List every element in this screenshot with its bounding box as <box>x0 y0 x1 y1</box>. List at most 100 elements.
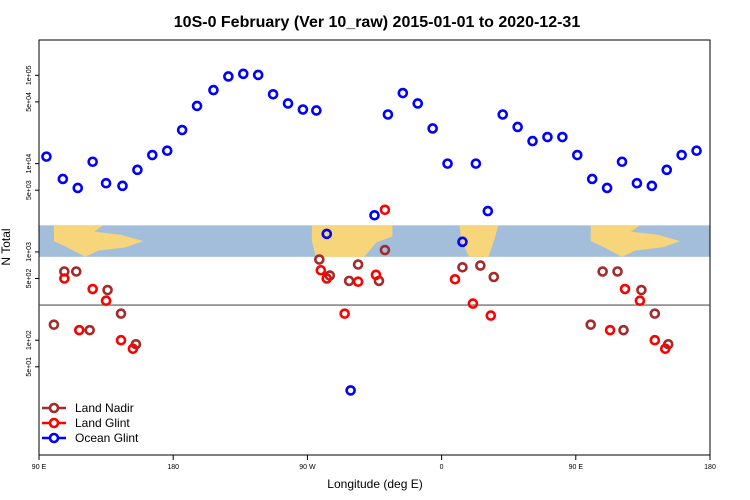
legend-label: Ocean Glint <box>75 431 139 445</box>
land-glint-point <box>59 273 70 284</box>
ocean-glint-point <box>427 123 438 134</box>
ocean-glint-point <box>252 69 264 81</box>
ocean-glint-point <box>482 205 494 217</box>
ocean-glint-point <box>676 149 687 161</box>
data-points <box>41 68 702 396</box>
land-nadir-point <box>612 266 623 277</box>
y-tick-label: 1e+05 <box>26 65 33 85</box>
x-tick-label: 90 E <box>32 464 47 471</box>
x-axis-label: Longitude (deg E) <box>327 477 422 491</box>
x-tick-label: 0 <box>440 464 444 471</box>
land-glint-series <box>59 204 671 355</box>
land-nadir-point <box>343 275 355 287</box>
ocean-glint-point <box>557 131 568 143</box>
chart-title: 10S-0 February (Ver 10_raw) 2015-01-01 t… <box>174 14 581 31</box>
land-glint-point <box>73 324 85 336</box>
ocean-glint-point <box>87 156 98 168</box>
land-glint-point <box>127 343 139 355</box>
x-tick-label: 180 <box>167 464 179 471</box>
y-tick-label: 5e+01 <box>26 357 33 377</box>
ocean-glint-point <box>631 177 643 189</box>
y-axis-label: N Total <box>0 228 13 265</box>
land-nadir-point <box>636 284 647 296</box>
ocean-glint-point <box>497 109 509 120</box>
map-land <box>53 225 144 257</box>
ocean-glint-point <box>571 149 583 161</box>
land-glint-point <box>449 273 461 285</box>
land-glint-point <box>315 264 327 276</box>
ocean-glint-point <box>237 68 249 80</box>
plot-frame <box>38 39 711 456</box>
land-nadir-point <box>379 244 391 256</box>
ocean-glint-point <box>345 385 356 396</box>
map-land <box>459 225 499 257</box>
legend-swatch-marker <box>48 432 60 444</box>
legend-label: Land Glint <box>75 416 130 430</box>
land-nadir-series <box>48 244 674 350</box>
ocean-glint-point <box>41 151 52 162</box>
land-glint-point <box>485 310 497 321</box>
land-nadir-point <box>48 319 60 330</box>
land-glint-point <box>370 269 382 281</box>
ocean-glint-point <box>601 182 613 194</box>
ocean-glint-point <box>442 158 453 169</box>
land-glint-point <box>379 204 391 216</box>
ocean-glint-point <box>117 180 128 192</box>
legend-swatch-marker <box>48 417 60 429</box>
ocean-glint-point <box>616 156 628 168</box>
ocean-glint-point <box>311 105 322 116</box>
ocean-glint-point <box>267 88 279 100</box>
land-glint-point <box>649 334 661 346</box>
land-nadir-point <box>84 324 95 336</box>
ocean-glint-point <box>412 98 424 109</box>
ocean-glint-series <box>41 68 702 396</box>
ocean-glint-point <box>208 84 219 96</box>
ocean-glint-point <box>72 182 84 194</box>
land-glint-point <box>619 283 631 295</box>
land-glint-point <box>87 283 98 295</box>
ocean-glint-point <box>369 209 380 221</box>
land-nadir-point <box>457 261 468 273</box>
ocean-glint-point <box>512 121 523 133</box>
land-glint-point <box>352 276 364 287</box>
land-nadir-point <box>70 266 82 277</box>
y-tick-label: 1e+02 <box>26 330 33 350</box>
ocean-glint-point <box>586 173 598 185</box>
ocean-glint-point <box>282 98 294 109</box>
x-tick-label: 90 E <box>569 464 584 471</box>
ocean-glint-point <box>646 180 658 192</box>
land-glint-point <box>100 295 112 307</box>
y-axis: 5e+01 1e+02 5e+02 1e+03 5e+03 1e+04 5e+04 1e+05 <box>26 65 39 377</box>
ocean-glint-point <box>457 236 468 248</box>
ocean-glint-point <box>223 71 234 82</box>
y-tick-label: 5e+02 <box>26 269 33 289</box>
x-tick-label: 90 W <box>299 464 316 471</box>
land-nadir-point <box>649 308 661 319</box>
land-nadir-point <box>585 319 597 330</box>
land-glint-point <box>659 343 671 355</box>
land-nadir-point <box>314 254 325 265</box>
land-nadir-point <box>352 259 364 270</box>
x-tick-label: 180 <box>704 464 716 471</box>
land-glint-point <box>634 295 646 307</box>
ocean-glint-point <box>542 131 553 143</box>
ocean-glint-point <box>176 124 188 136</box>
land-nadir-point <box>102 284 113 296</box>
y-tick-label: 5e+04 <box>26 92 33 112</box>
ocean-glint-point <box>691 145 702 157</box>
land-glint-point <box>604 324 616 336</box>
land-nadir-point <box>597 266 608 277</box>
ocean-glint-point <box>132 164 143 176</box>
land-glint-point <box>467 298 479 309</box>
ocean-glint-point <box>191 100 203 112</box>
land-nadir-point <box>618 324 629 336</box>
ocean-glint-point <box>321 228 333 240</box>
land-nadir-point <box>475 260 486 271</box>
land-nadir-point <box>115 308 127 319</box>
land-glint-point <box>321 273 333 284</box>
world-map-band <box>39 225 710 257</box>
ocean-glint-point <box>297 104 309 115</box>
map-land <box>590 225 681 257</box>
